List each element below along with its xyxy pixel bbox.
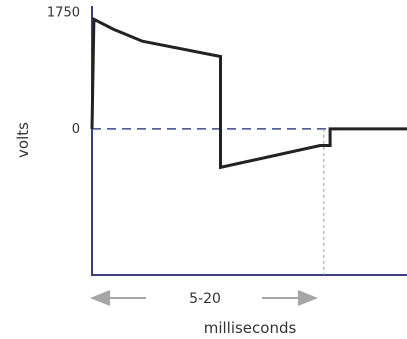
y-tick-label-1750: 1750: [47, 6, 80, 21]
y-axis-label: volts: [14, 122, 32, 158]
y-tick-label-0: 0: [72, 122, 80, 137]
voltage-trace: [90, 16, 407, 170]
x-axis-label: milliseconds: [204, 319, 297, 337]
duration-annotation: 5-20: [189, 291, 221, 307]
